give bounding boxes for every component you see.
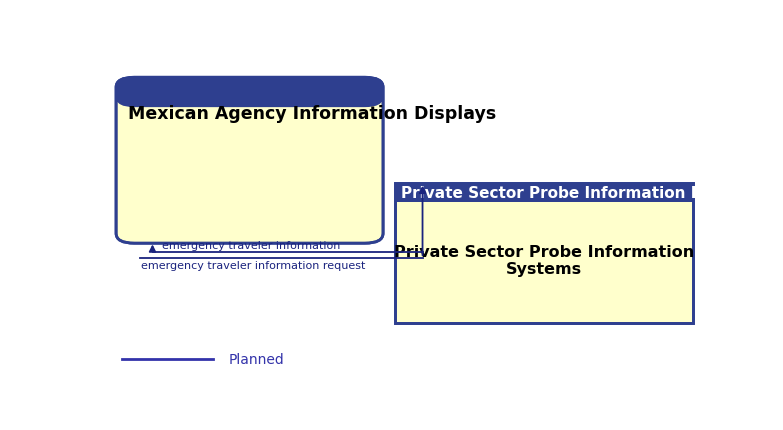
FancyBboxPatch shape <box>116 78 383 108</box>
Bar <box>395 184 693 202</box>
Text: emergency traveler information request: emergency traveler information request <box>141 260 366 270</box>
Text: emergency traveler information: emergency traveler information <box>161 240 340 250</box>
FancyBboxPatch shape <box>116 78 383 244</box>
Bar <box>395 184 693 323</box>
Text: Mexican Agency Information Displays: Mexican Agency Information Displays <box>128 104 496 123</box>
Text: Planned: Planned <box>229 353 284 366</box>
Text: Private Sector Probe Information Pro...: Private Sector Probe Information Pro... <box>402 186 737 201</box>
Bar <box>117 97 382 103</box>
Bar <box>395 184 693 323</box>
Text: Private Sector Probe Information
Systems: Private Sector Probe Information Systems <box>394 244 694 276</box>
